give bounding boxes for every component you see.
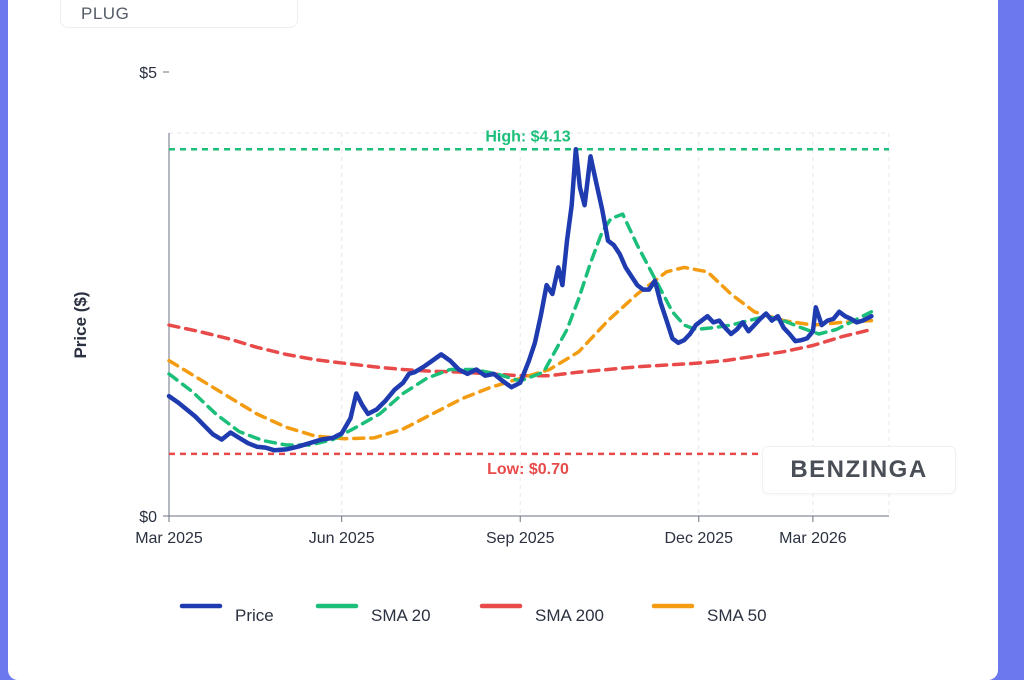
high-label: High: $4.13 [485,128,570,145]
ticker-tab[interactable]: PLUG [60,0,298,28]
series-lines [166,147,874,453]
x-tick-label: Mar 2026 [779,530,847,547]
y-axis-label: Price ($) [71,291,90,358]
reference-lines: High: $4.13 Low: $0.70 [169,128,889,478]
axis-ticks: Mar 2025 Jun 2025 Sep 2025 Dec 2025 Mar 2026… [135,65,847,547]
legend-label: SMA 20 [371,606,431,625]
y-tick-label: $0 [139,509,157,526]
legend: Price SMA 20 SMA 200 SMA 50 [179,603,767,625]
legend-label: Price [235,606,274,625]
x-tick-label: Dec 2025 [665,530,734,547]
series-price [166,147,874,453]
x-tick-label: Jun 2025 [309,530,375,547]
series-sma-200 [167,323,874,378]
y-tick-label: $5 [139,65,157,82]
x-tick-label: Sep 2025 [486,530,555,547]
grid [169,132,890,516]
benzinga-watermark: BENZINGA [762,446,956,494]
x-tick-label: Mar 2025 [135,530,203,547]
ticker-symbol: PLUG [81,4,130,23]
legend-label: SMA 50 [707,606,767,625]
low-label: Low: $0.70 [487,461,569,478]
legend-label: SMA 200 [535,606,604,625]
